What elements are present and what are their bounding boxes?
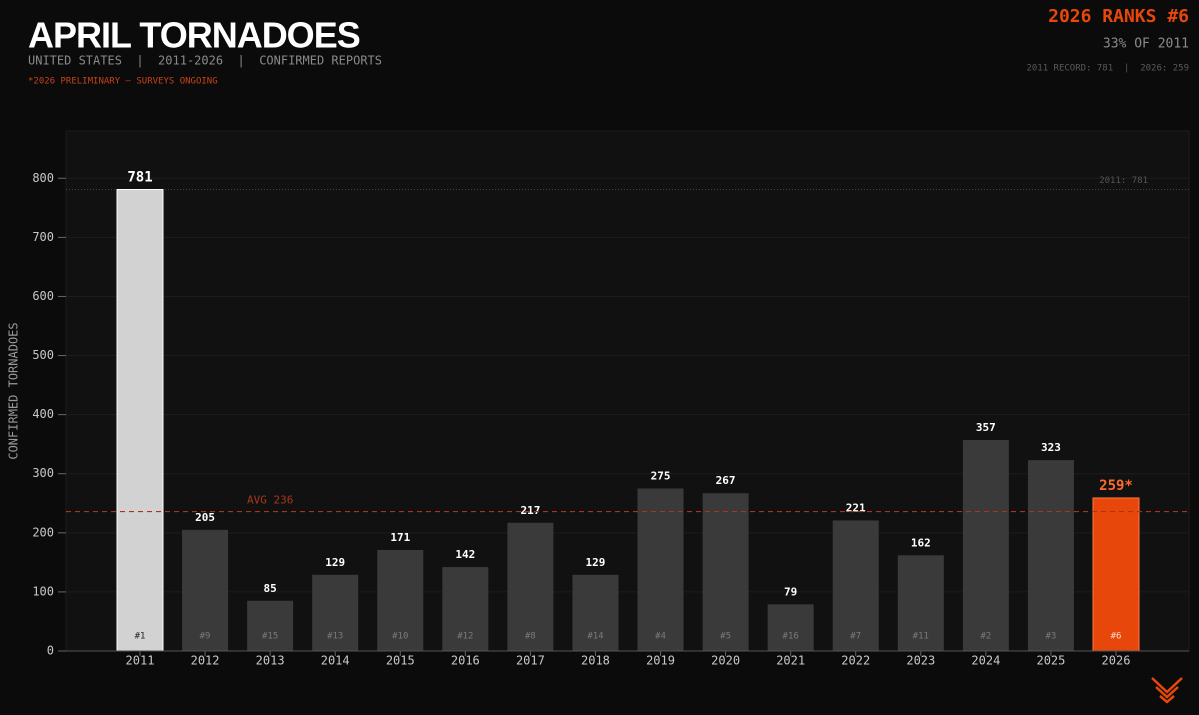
- bar: [767, 604, 814, 651]
- bar: [442, 567, 489, 651]
- value-label: 221: [846, 501, 866, 514]
- rank-label: #15: [262, 632, 278, 642]
- rank-label: #13: [327, 632, 343, 642]
- x-tick-label: 2016: [451, 654, 480, 668]
- bar: [182, 529, 229, 651]
- subtitle: UNITED STATES | 2011-2026 | CONFIRMED RE…: [28, 54, 382, 68]
- x-tick-label: 2017: [516, 654, 545, 668]
- x-tick-label: 2014: [321, 654, 350, 668]
- rank-label: #14: [587, 632, 603, 642]
- value-label: 129: [586, 556, 606, 569]
- headline: 2026 RANKS #6: [1048, 6, 1189, 27]
- x-tick-label: 2019: [646, 654, 675, 668]
- value-label: 142: [455, 548, 475, 561]
- rank-label: #8: [525, 632, 536, 642]
- value-label: 259*: [1099, 478, 1133, 494]
- bar: [832, 520, 879, 651]
- rank-label: #12: [457, 632, 473, 642]
- value-label: 267: [716, 474, 736, 487]
- note: *2026 PRELIMINARY — SURVEYS ONGOING: [28, 77, 218, 87]
- y-tick-label: 0: [47, 644, 54, 658]
- y-tick-label: 300: [32, 466, 54, 480]
- x-tick-label: 2021: [776, 654, 805, 668]
- bar: [507, 522, 554, 651]
- y-tick-label: 700: [32, 230, 54, 244]
- value-label: 323: [1041, 441, 1061, 454]
- x-tick-label: 2020: [711, 654, 740, 668]
- plot-area: [65, 130, 1190, 652]
- rank-label: #16: [783, 632, 799, 642]
- bar: [702, 493, 749, 651]
- rank-label: #11: [913, 632, 929, 642]
- value-label: 205: [195, 511, 215, 524]
- value-label: 85: [264, 582, 277, 595]
- bar: [377, 549, 424, 651]
- rank-label: #2: [980, 632, 991, 642]
- rank-label: #6: [1111, 632, 1122, 642]
- chart-title: APRIL TORNADOES: [28, 15, 360, 56]
- bar: [116, 189, 164, 652]
- headline-sub: 33% OF 2011: [1103, 37, 1189, 52]
- x-tick-label: 2018: [581, 654, 610, 668]
- headline-detail: 2011 RECORD: 781 | 2026: 259: [1026, 64, 1189, 74]
- x-tick-label: 2013: [256, 654, 285, 668]
- y-tick-label: 100: [32, 584, 54, 598]
- x-tick-label: 2025: [1036, 654, 1065, 668]
- x-tick-label: 2022: [841, 654, 870, 668]
- bar: [897, 555, 944, 651]
- y-tick-label: 500: [32, 348, 54, 362]
- x-tick-label: 2011: [126, 654, 155, 668]
- bar: [637, 488, 684, 651]
- value-label: 171: [390, 531, 410, 544]
- rank-label: #1: [135, 632, 146, 642]
- y-tick-label: 400: [32, 407, 54, 421]
- value-label: 79: [784, 585, 797, 598]
- logo: [1151, 677, 1183, 704]
- bar: [572, 574, 619, 651]
- x-tick-label: 2015: [386, 654, 415, 668]
- bar: [312, 574, 359, 651]
- x-tick-label: 2026: [1102, 654, 1131, 668]
- record-label: 2011: 781: [1099, 176, 1148, 186]
- bar: [1092, 497, 1140, 652]
- x-tick-label: 2023: [906, 654, 935, 668]
- rank-label: #4: [655, 632, 666, 642]
- value-label: 275: [651, 470, 671, 483]
- rank-label: #9: [200, 632, 211, 642]
- avg-label: AVG 236: [247, 494, 293, 507]
- value-label: 357: [976, 421, 996, 434]
- y-tick-label: 800: [32, 171, 54, 185]
- value-label: 781: [127, 170, 152, 186]
- value-label: 217: [520, 504, 540, 517]
- rank-label: #10: [392, 632, 408, 642]
- bar: [962, 440, 1009, 651]
- rank-label: #5: [720, 632, 731, 642]
- x-tick-label: 2012: [191, 654, 220, 668]
- rank-label: #3: [1046, 632, 1057, 642]
- y-tick-label: 200: [32, 525, 54, 539]
- bar: [1027, 460, 1074, 651]
- value-label: 162: [911, 536, 931, 549]
- y-tick-label: 600: [32, 289, 54, 303]
- y-axis-label: CONFIRMED TORNADOES: [7, 322, 21, 459]
- rank-label: #7: [850, 632, 861, 642]
- x-tick-label: 2024: [971, 654, 1000, 668]
- bar: [247, 600, 294, 651]
- value-label: 129: [325, 556, 345, 569]
